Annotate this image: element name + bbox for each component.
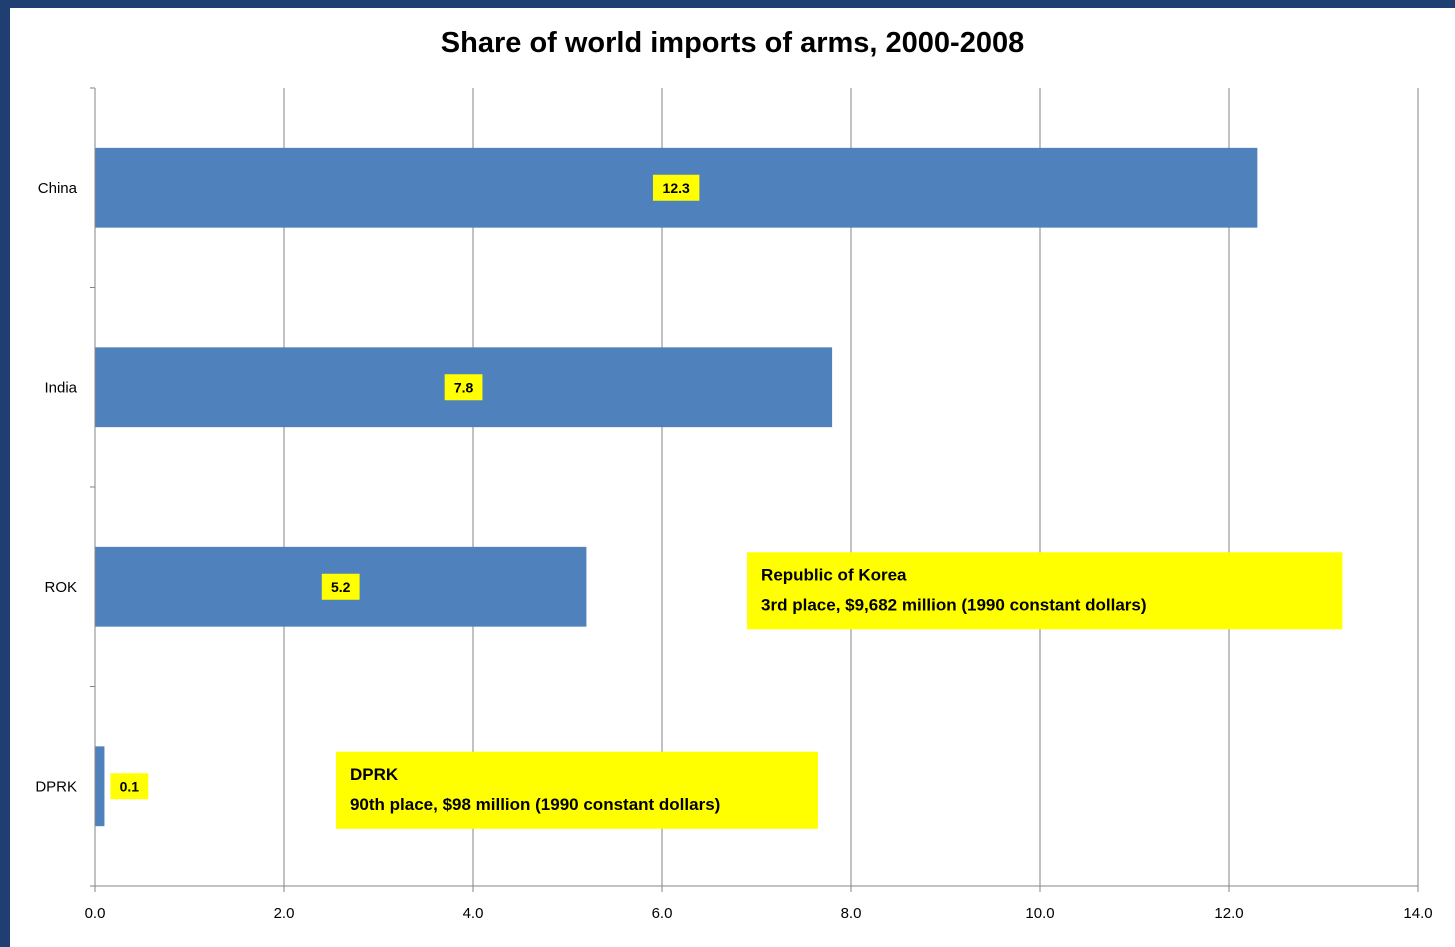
data-label-bg	[321, 573, 360, 600]
data-label-bg	[110, 773, 149, 800]
x-tick-label: 10.0	[1025, 905, 1054, 922]
x-tick-label: 12.0	[1214, 905, 1243, 922]
bar-chart: Share of world imports of arms, 2000-200…	[35, 27, 1433, 922]
category-label: India	[44, 379, 77, 396]
axes: 0.0 2.0 4.0 6.0 8.0 10.0 12.0 14.0 China India ROK…	[35, 87, 1433, 922]
annotation-text: DPRK	[350, 765, 399, 784]
category-label: ROK	[44, 579, 77, 596]
annotation-text: 3rd place, $9,682 million (1990 constant…	[761, 595, 1146, 614]
bars: 12.3 7.8 5.2 0.1	[95, 147, 1258, 827]
bar-dprk	[95, 746, 105, 827]
data-label: 12.3	[663, 180, 690, 196]
data-label: 7.8	[454, 379, 474, 395]
x-tick-label: 8.0	[841, 905, 862, 922]
annotation-box	[747, 552, 1343, 630]
category-label: China	[38, 180, 78, 197]
annotation-text: Republic of Korea	[761, 565, 907, 584]
annotations: Republic of Korea 3rd place, $9,682 milli…	[335, 552, 1343, 829]
x-tick-label: 6.0	[652, 905, 673, 922]
chart-frame: Share of world imports of arms, 2000-200…	[10, 8, 1455, 947]
data-label-bg	[444, 374, 483, 401]
x-tick-label: 2.0	[274, 905, 295, 922]
category-label: DPRK	[35, 778, 77, 795]
x-tick-label: 14.0	[1403, 905, 1432, 922]
x-tick-label: 0.0	[85, 905, 106, 922]
annotation-box	[335, 751, 818, 829]
x-tick-label: 4.0	[463, 905, 484, 922]
data-label-bg	[652, 174, 700, 201]
chart-title: Share of world imports of arms, 2000-200…	[441, 27, 1024, 59]
data-label: 5.2	[331, 579, 351, 595]
data-label: 0.1	[120, 778, 140, 794]
annotation-text: 90th place, $98 million (1990 constant d…	[350, 795, 720, 814]
